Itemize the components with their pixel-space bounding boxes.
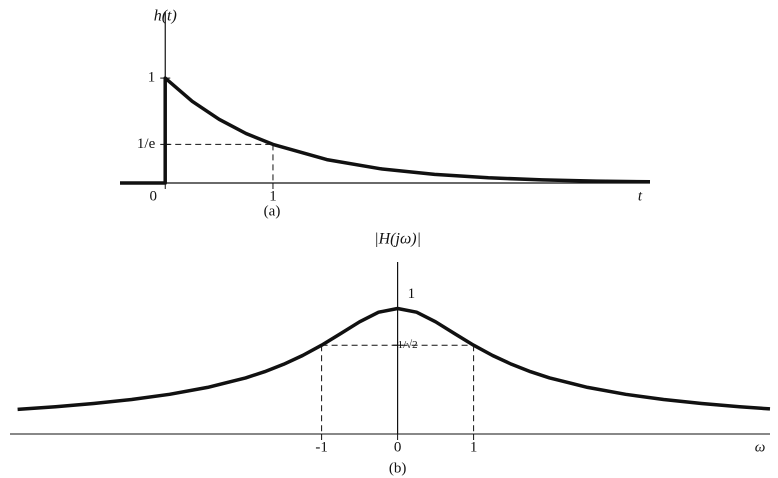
caption: (b)	[389, 460, 407, 476]
x-tick-label: 1	[470, 439, 478, 455]
x-tick-label: 1	[269, 188, 277, 204]
x-tick-label: 0	[394, 439, 402, 455]
y-tick-label: 1/√2	[398, 339, 418, 351]
x-axis-label: t	[638, 188, 643, 204]
y-tick-label: 1	[148, 70, 156, 86]
curve	[17, 306, 771, 412]
y-axis-label: |H(jω)|	[374, 231, 421, 248]
y-tick-label: 1/e	[137, 136, 156, 152]
y-tick-label: 1	[408, 286, 416, 302]
caption: (a)	[264, 203, 281, 219]
x-axis-label: ω	[755, 439, 766, 455]
x-tick-label: 0	[149, 188, 157, 204]
x-tick-label: -1	[315, 439, 328, 455]
curve	[120, 76, 651, 185]
y-axis-label: h(t)	[154, 8, 177, 25]
